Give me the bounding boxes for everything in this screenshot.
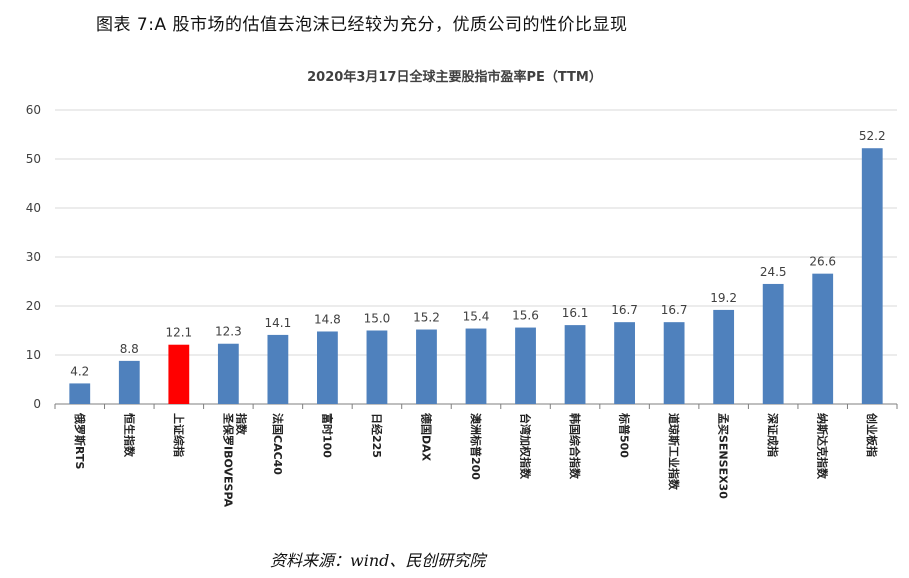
data-label: 12.3 — [215, 325, 242, 339]
y-tick-label: 0 — [33, 397, 41, 411]
data-label: 52.2 — [859, 129, 886, 143]
bar-1 — [69, 383, 91, 404]
bar-5 — [267, 334, 289, 404]
x-tick-label: 道琼斯工业指数 — [667, 413, 681, 491]
bar-4 — [217, 343, 239, 404]
x-tick-label: 台湾加权指数 — [519, 413, 533, 480]
y-tick-label: 20 — [26, 299, 41, 313]
data-label: 15.4 — [463, 310, 490, 324]
x-tick-label: 深证成指 — [766, 413, 780, 457]
y-tick-label: 50 — [26, 152, 41, 166]
x-tick-label: 标普500 — [618, 412, 632, 458]
x-tick-label: 澳洲标普200 — [469, 413, 483, 480]
x-tick-label: 孟买SENSEX30 — [717, 413, 731, 499]
data-label: 12.1 — [165, 326, 192, 340]
source-note: 资料来源：wind、民创研究院 — [270, 551, 486, 570]
data-label: 16.7 — [661, 303, 688, 317]
x-tick-label: 创业板指 — [865, 412, 879, 457]
x-tick-label: 富时100 — [320, 413, 334, 458]
bar-10 — [515, 327, 536, 404]
y-tick-label: 30 — [26, 250, 41, 264]
x-tick-label: 纳斯达克指数 — [816, 413, 830, 480]
data-label: 16.1 — [562, 306, 589, 320]
bar-2 — [118, 360, 140, 404]
bar-7 — [366, 330, 388, 404]
bar-14 — [713, 309, 735, 404]
figure-title: 图表 7:A 股市场的估值去泡沫已经较为充分，优质公司的性价比显现 — [96, 15, 628, 35]
y-tick-label: 60 — [26, 103, 41, 117]
data-label: 19.2 — [710, 291, 737, 305]
data-label: 26.6 — [809, 255, 836, 269]
bar-6 — [317, 331, 338, 404]
data-label: 15.0 — [364, 312, 391, 326]
data-label: 16.7 — [611, 303, 638, 317]
data-label: 14.8 — [314, 312, 341, 326]
data-label: 8.8 — [120, 342, 139, 356]
data-label: 4.2 — [70, 364, 89, 378]
data-label: 24.5 — [760, 265, 787, 279]
bar-11 — [564, 325, 586, 404]
bar-15 — [762, 283, 784, 404]
bar-3 — [168, 344, 190, 404]
chart-title: 2020年3月17日全球主要股指市盈率PE（TTM） — [307, 70, 602, 85]
x-tick-label: 圣保罗IBOVESPA指数 — [221, 412, 248, 508]
x-tick-label: 韩国综合指数 — [568, 413, 582, 480]
x-tick-label: 上证综指 — [172, 413, 186, 457]
bar-12 — [614, 322, 635, 404]
x-tick-label: 德国DAX — [419, 412, 433, 462]
bar-16 — [812, 273, 834, 404]
x-tick-label: 恒生指数 — [122, 413, 136, 458]
bar-8 — [416, 329, 437, 404]
data-label: 14.1 — [265, 316, 292, 330]
bar-9 — [465, 328, 487, 404]
bar-17 — [861, 148, 883, 404]
data-label: 15.6 — [512, 309, 539, 323]
bar-13 — [663, 322, 685, 404]
x-tick-label: 俄罗斯RTS — [73, 412, 87, 469]
y-tick-label: 40 — [26, 201, 41, 215]
x-tick-label: 日经225 — [370, 413, 384, 458]
data-label: 15.2 — [413, 311, 440, 325]
x-tick-label: 法国CAC40 — [271, 413, 285, 475]
y-tick-label: 10 — [26, 348, 41, 362]
